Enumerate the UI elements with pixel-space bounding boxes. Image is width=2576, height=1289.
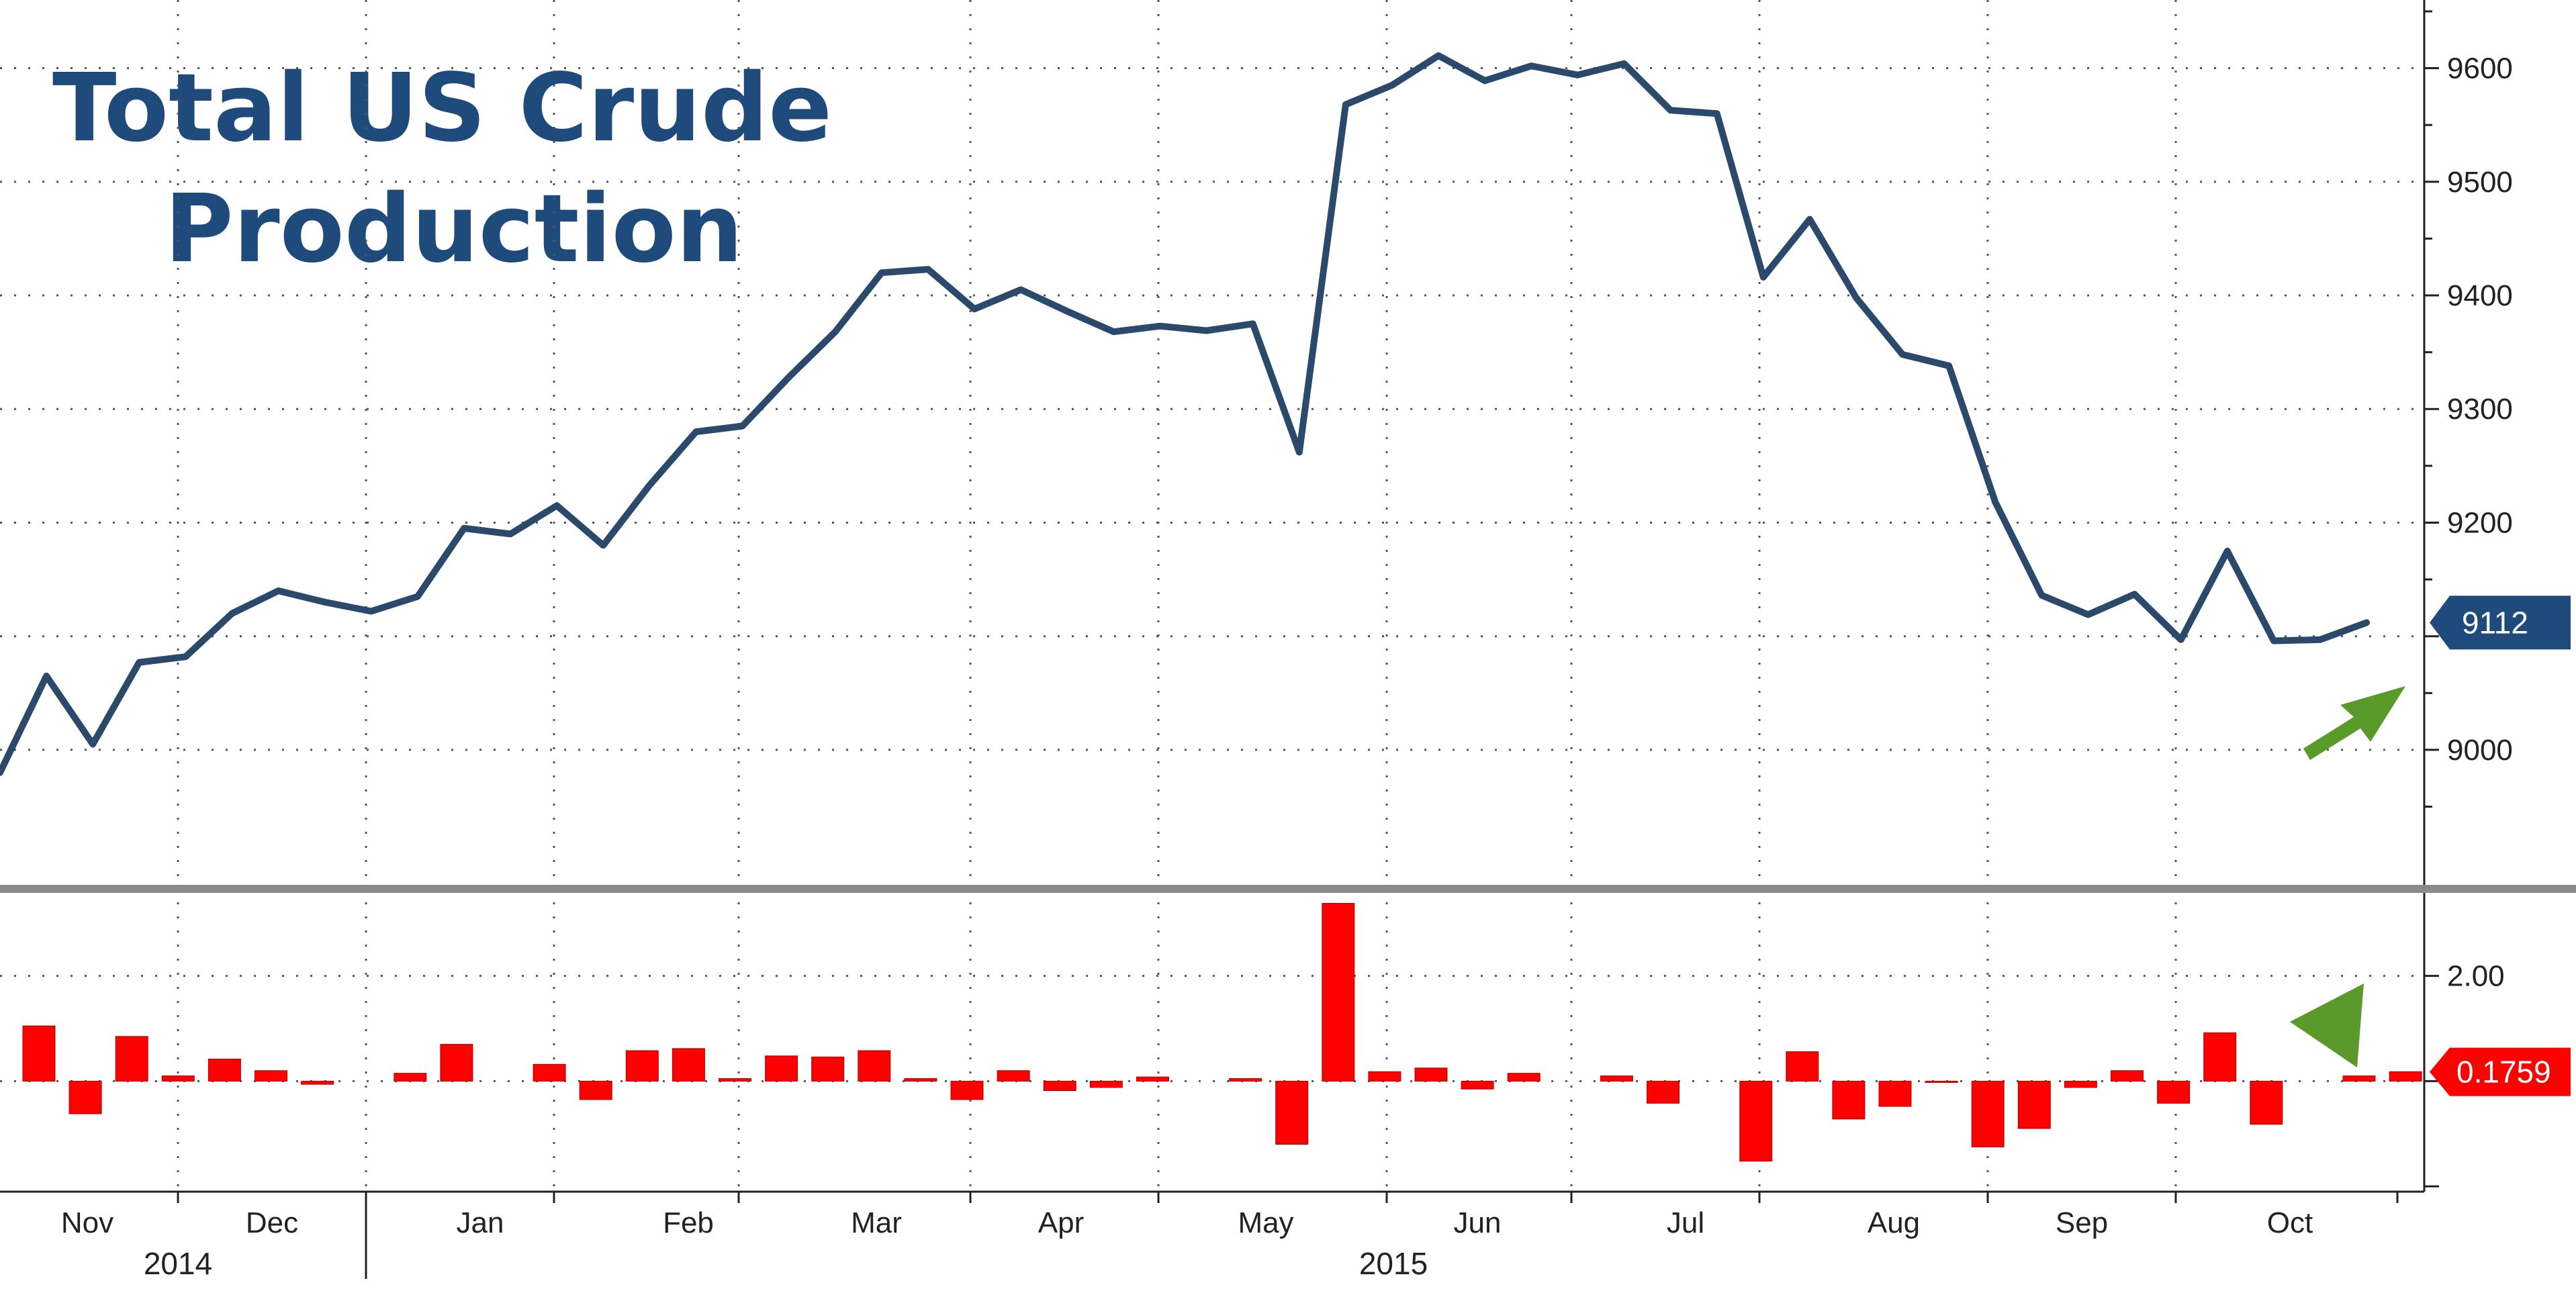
x-month-label: Dec <box>246 1206 298 1239</box>
bar <box>765 1055 798 1082</box>
last-value-callout <box>2430 1047 2571 1096</box>
x-month-label: Aug <box>1868 1206 1920 1239</box>
bar <box>625 1050 659 1082</box>
last-value-callout <box>2430 595 2571 650</box>
x-year-label: 2014 <box>144 1246 212 1281</box>
bar <box>2064 1080 2097 1088</box>
y-tick-label: 9200 <box>2447 506 2513 539</box>
green-arrow-icon <box>2303 686 2405 760</box>
y-tick-label: 9600 <box>2447 52 2513 85</box>
x-month-label: Oct <box>2267 1206 2313 1239</box>
bar <box>1322 902 1355 1082</box>
x-year-label: 2015 <box>1359 1246 1428 1281</box>
bar <box>2250 1080 2283 1125</box>
bar <box>1089 1080 1123 1088</box>
bar <box>2017 1080 2051 1129</box>
bar <box>533 1063 566 1082</box>
bar <box>1229 1078 1262 1082</box>
bar <box>1461 1080 1494 1090</box>
bar <box>255 1070 287 1082</box>
bar <box>208 1058 241 1082</box>
bar <box>1600 1076 1633 1082</box>
y-tick-label: 9000 <box>2447 734 2513 767</box>
bar <box>579 1080 612 1100</box>
y-tick-label: 9300 <box>2447 393 2513 426</box>
bar <box>811 1056 845 1082</box>
x-month-label: Nov <box>61 1206 113 1239</box>
bar <box>672 1048 705 1082</box>
bar <box>2157 1080 2191 1104</box>
bar <box>1043 1080 1076 1092</box>
bar <box>1507 1073 1540 1082</box>
bar <box>1878 1080 1912 1107</box>
bar <box>2389 1071 2422 1082</box>
bar <box>161 1076 195 1082</box>
bar <box>858 1050 891 1082</box>
bar <box>2111 1070 2144 1082</box>
last-value-label: 9112 <box>2462 605 2528 640</box>
bar <box>1832 1080 1866 1120</box>
crude-production-line <box>0 52 2371 776</box>
bar <box>394 1073 427 1082</box>
bar <box>1971 1080 2005 1147</box>
bar <box>904 1078 937 1082</box>
bar <box>115 1036 148 1082</box>
y-tick-label: 9400 <box>2447 279 2513 312</box>
x-month-label: May <box>1238 1206 1293 1239</box>
x-month-label: Apr <box>1038 1206 1084 1239</box>
y-tick-label: 9500 <box>2447 166 2513 199</box>
green-arrow-icon <box>2290 984 2364 1067</box>
bar <box>1739 1080 1773 1162</box>
bar <box>440 1044 473 1082</box>
x-month-label: Mar <box>851 1206 902 1239</box>
bar <box>2203 1032 2237 1082</box>
bar <box>1275 1080 1309 1145</box>
chart-title-line-1: Total US Crude <box>52 54 833 163</box>
bar <box>950 1080 984 1100</box>
bar <box>1136 1076 1169 1082</box>
x-month-label: Feb <box>663 1206 714 1239</box>
bar <box>1414 1067 1448 1082</box>
last-value-label: 0.1759 <box>2456 1055 2551 1090</box>
y-tick-label: 2.00 <box>2447 960 2505 993</box>
x-month-label: Jun <box>1454 1206 1502 1239</box>
bar <box>997 1070 1030 1082</box>
x-month-label: Jan <box>457 1206 504 1239</box>
bar <box>68 1080 102 1114</box>
x-month-label: Sep <box>2056 1206 2108 1239</box>
bar <box>1786 1051 1819 1082</box>
bar <box>1925 1080 1958 1083</box>
chart-title-line-2: Production <box>165 175 743 284</box>
bar <box>22 1025 56 1082</box>
bar <box>301 1080 334 1085</box>
bar <box>1647 1080 1680 1104</box>
bar <box>1368 1071 1401 1082</box>
bar <box>2342 1076 2376 1082</box>
bar <box>719 1078 751 1082</box>
x-month-label: Jul <box>1667 1206 1704 1239</box>
panel-separator <box>0 885 2576 893</box>
